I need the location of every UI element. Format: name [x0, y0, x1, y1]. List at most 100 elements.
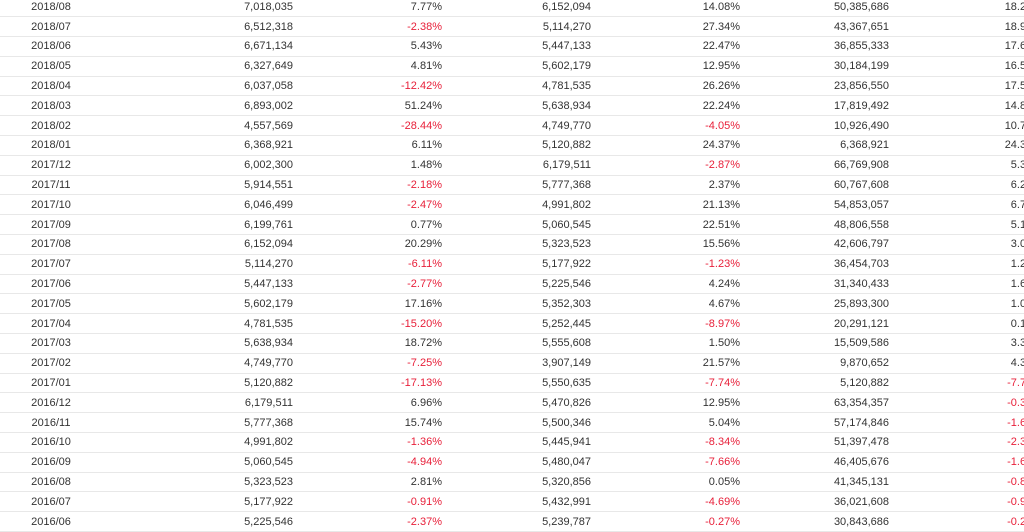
cumulative-yoy-cell: 17.57%: [892, 76, 1024, 97]
revenue-cell: 6,512,318: [105, 16, 296, 38]
month-cell: 2018/07: [0, 16, 105, 38]
last-year-revenue-cell: 5,352,303: [445, 293, 594, 315]
mom-change-cell: 15.74%: [296, 412, 445, 434]
mom-change-cell: -2.18%: [296, 175, 445, 196]
mom-change-cell: 6.11%: [296, 135, 445, 156]
cumulative-yoy-cell: 18.26%: [892, 0, 1024, 18]
last-year-revenue-cell: 5,480,047: [445, 452, 594, 473]
cumulative-yoy-cell: -1.61%: [892, 412, 1024, 434]
cumulative-revenue-cell: 5,120,882: [743, 373, 892, 394]
last-year-revenue-cell: 5,445,941: [445, 432, 594, 453]
table-row: 2017/12 6,002,300 1.48% 6,179,511 -2.87% 66,7…: [0, 155, 1024, 176]
mom-change-cell: -6.11%: [296, 254, 445, 275]
mom-change-cell: -0.91%: [296, 491, 445, 513]
table-row: 2017/09 6,199,761 0.77% 5,060,545 22.51% 48,8…: [0, 214, 1024, 236]
revenue-cell: 5,602,179: [105, 293, 296, 315]
month-cell: 2017/08: [0, 234, 105, 255]
yoy-change-cell: -4.05%: [594, 115, 743, 137]
last-year-revenue-cell: 5,320,856: [445, 472, 594, 493]
cumulative-yoy-cell: 5.39%: [892, 155, 1024, 176]
mom-change-cell: -1.36%: [296, 432, 445, 453]
yoy-change-cell: 21.13%: [594, 194, 743, 216]
last-year-revenue-cell: 5,177,922: [445, 254, 594, 275]
yoy-change-cell: 15.56%: [594, 234, 743, 255]
mom-change-cell: 18.72%: [296, 333, 445, 354]
table-row: 2016/09 5,060,545 -4.94% 5,480,047 -7.66% 46,…: [0, 452, 1024, 473]
last-year-revenue-cell: 5,500,346: [445, 412, 594, 434]
revenue-cell: 5,447,133: [105, 274, 296, 295]
mom-change-cell: 5.43%: [296, 36, 445, 57]
yoy-change-cell: 12.95%: [594, 56, 743, 77]
mom-change-cell: -2.37%: [296, 511, 445, 532]
cumulative-yoy-cell: 1.07%: [892, 293, 1024, 315]
cumulative-revenue-cell: 9,870,652: [743, 353, 892, 374]
revenue-cell: 5,120,882: [105, 373, 296, 394]
cumulative-revenue-cell: 51,397,478: [743, 432, 892, 453]
mom-change-cell: -4.94%: [296, 452, 445, 473]
revenue-cell: 5,177,922: [105, 491, 296, 513]
cumulative-revenue-cell: 36,454,703: [743, 254, 892, 275]
last-year-revenue-cell: 4,781,535: [445, 76, 594, 97]
cumulative-yoy-cell: 0.12%: [892, 313, 1024, 335]
yoy-change-cell: -8.34%: [594, 432, 743, 453]
mom-change-cell: 0.77%: [296, 214, 445, 236]
table-row: 2016/12 6,179,511 6.96% 5,470,826 12.95% 63,3…: [0, 392, 1024, 414]
last-year-revenue-cell: 4,749,770: [445, 115, 594, 137]
cumulative-yoy-cell: -7.74%: [892, 373, 1024, 394]
month-cell: 2016/09: [0, 452, 105, 473]
table-row: 2017/02 4,749,770 -7.25% 3,907,149 21.57% 9,8…: [0, 353, 1024, 374]
table-row: 2016/11 5,777,368 15.74% 5,500,346 5.04% 57,1…: [0, 412, 1024, 434]
last-year-revenue-cell: 3,907,149: [445, 353, 594, 374]
yoy-change-cell: 27.34%: [594, 16, 743, 38]
cumulative-yoy-cell: -0.29%: [892, 511, 1024, 532]
cumulative-revenue-cell: 63,354,357: [743, 392, 892, 414]
mom-change-cell: 7.77%: [296, 0, 445, 18]
cumulative-revenue-cell: 50,385,686: [743, 0, 892, 18]
cumulative-revenue-cell: 43,367,651: [743, 16, 892, 38]
table-row: 2017/06 5,447,133 -2.77% 5,225,546 4.24% 31,3…: [0, 274, 1024, 295]
last-year-revenue-cell: 5,602,179: [445, 56, 594, 77]
mom-change-cell: 1.48%: [296, 155, 445, 176]
month-cell: 2018/06: [0, 36, 105, 57]
revenue-cell: 7,018,035: [105, 0, 296, 18]
table-row: 2017/01 5,120,882 -17.13% 5,550,635 -7.74% 5,…: [0, 373, 1024, 394]
table-row: 2018/03 6,893,002 51.24% 5,638,934 22.24% 17,…: [0, 95, 1024, 117]
mom-change-cell: -28.44%: [296, 115, 445, 137]
cumulative-yoy-cell: 16.57%: [892, 56, 1024, 77]
month-cell: 2017/05: [0, 293, 105, 315]
table-row: 2018/07 6,512,318 -2.38% 5,114,270 27.34% 43,…: [0, 16, 1024, 38]
month-cell: 2017/12: [0, 155, 105, 176]
cumulative-revenue-cell: 54,853,057: [743, 194, 892, 216]
cumulative-revenue-cell: 20,291,121: [743, 313, 892, 335]
table-row: 2017/10 6,046,499 -2.47% 4,991,802 21.13% 54,…: [0, 194, 1024, 216]
yoy-change-cell: 21.57%: [594, 353, 743, 374]
cumulative-yoy-cell: 1.20%: [892, 254, 1024, 275]
month-cell: 2017/02: [0, 353, 105, 374]
revenue-cell: 6,152,094: [105, 234, 296, 255]
mom-change-cell: -15.20%: [296, 313, 445, 335]
month-cell: 2016/12: [0, 392, 105, 414]
mom-change-cell: -2.47%: [296, 194, 445, 216]
yoy-change-cell: 5.04%: [594, 412, 743, 434]
cumulative-yoy-cell: -2.31%: [892, 432, 1024, 453]
yoy-change-cell: -2.87%: [594, 155, 743, 176]
revenue-cell: 4,991,802: [105, 432, 296, 453]
cumulative-revenue-cell: 36,021,608: [743, 491, 892, 513]
revenue-cell: 6,327,649: [105, 56, 296, 77]
table-row: 2017/07 5,114,270 -6.11% 5,177,922 -1.23% 36,…: [0, 254, 1024, 275]
table-row: 2016/08 5,323,523 2.81% 5,320,856 0.05% 41,34…: [0, 472, 1024, 493]
yoy-change-cell: 4.24%: [594, 274, 743, 295]
cumulative-yoy-cell: 3.31%: [892, 333, 1024, 354]
mom-change-cell: -2.38%: [296, 16, 445, 38]
cumulative-revenue-cell: 23,856,550: [743, 76, 892, 97]
table-row: 2017/11 5,914,551 -2.18% 5,777,368 2.37% 60,7…: [0, 175, 1024, 196]
yoy-change-cell: 0.05%: [594, 472, 743, 493]
cumulative-yoy-cell: 6.28%: [892, 175, 1024, 196]
mom-change-cell: 4.81%: [296, 56, 445, 77]
revenue-cell: 6,037,058: [105, 76, 296, 97]
cumulative-yoy-cell: 4.37%: [892, 353, 1024, 374]
yoy-change-cell: 12.95%: [594, 392, 743, 414]
yoy-change-cell: 26.26%: [594, 76, 743, 97]
yoy-change-cell: 2.37%: [594, 175, 743, 196]
